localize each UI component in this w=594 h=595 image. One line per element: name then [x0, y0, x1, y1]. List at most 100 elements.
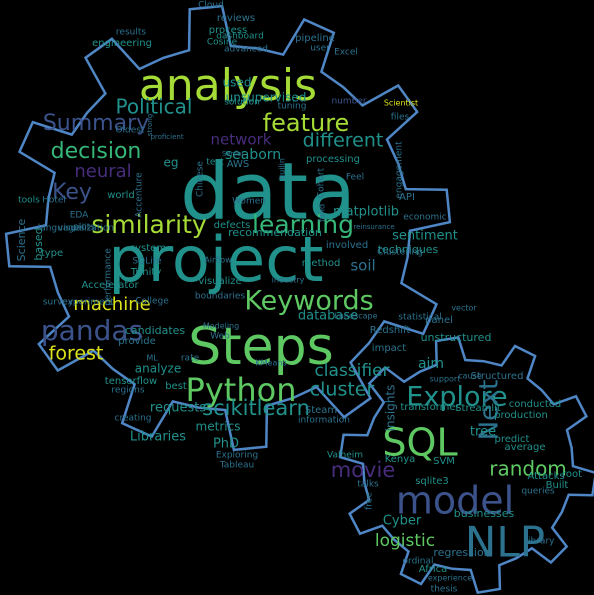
word: user [310, 44, 330, 54]
word: plots [73, 223, 95, 233]
word: system [130, 243, 166, 254]
word: API [399, 192, 415, 203]
gear-outline [4, 4, 594, 595]
word: average [505, 442, 546, 453]
word: ordinal [403, 557, 434, 567]
word: process [209, 25, 247, 36]
word: statistical [398, 313, 441, 323]
word: root [562, 469, 582, 480]
word: movie [331, 458, 396, 482]
word: Built [546, 480, 569, 491]
word: analysis [139, 60, 317, 111]
word: SQLite [132, 257, 162, 267]
word: production [494, 410, 548, 421]
word: Women [232, 197, 266, 207]
word: Steam [305, 405, 337, 416]
word: visualization [58, 224, 114, 234]
word: Structured [471, 371, 524, 382]
word: forest [49, 343, 104, 365]
word: Airflow [204, 256, 232, 265]
word: economic [403, 213, 446, 223]
word: support [430, 375, 461, 384]
word: library [526, 537, 556, 547]
word: seaborn [225, 147, 281, 163]
word: techniques [378, 243, 439, 256]
word: Libraries [130, 430, 186, 445]
word: Valheim [327, 451, 363, 461]
word: Tableau [219, 461, 255, 471]
word: recommendation [228, 226, 322, 239]
word: Feel [346, 173, 364, 183]
word: KMeans [255, 359, 286, 368]
word: visualize [198, 276, 241, 287]
word: advanced [224, 45, 268, 55]
word: unsupervised [226, 91, 307, 105]
word: requests [150, 401, 206, 416]
word: rate [181, 354, 200, 364]
word: cause [458, 372, 482, 381]
word: reviews [217, 13, 255, 24]
word: ML [146, 354, 158, 363]
word: Cyber [383, 514, 422, 529]
word: Attacks [527, 471, 564, 482]
word: Keywords [244, 286, 373, 317]
word: type [41, 248, 63, 259]
word: tensorflow [105, 376, 157, 387]
word: predict [495, 434, 530, 445]
word: pipeline [295, 33, 335, 44]
word: Web [210, 332, 230, 342]
word: Accelerator [81, 280, 139, 291]
word: tuning [278, 102, 307, 112]
word: queries [521, 487, 555, 497]
word: metrics [196, 420, 241, 434]
word: feature [263, 109, 350, 137]
word: world [107, 190, 135, 201]
word: Key [52, 180, 92, 205]
word: sentiment [392, 229, 458, 244]
word: logistic [375, 531, 435, 551]
word: test [206, 158, 224, 168]
word: free [365, 492, 375, 510]
word: Cohort [317, 167, 327, 198]
word: Senior [222, 150, 244, 158]
word: aim [418, 356, 444, 372]
word: engineering [92, 38, 152, 49]
word: strong [146, 114, 154, 136]
word: panel [425, 315, 453, 326]
word: regions [111, 386, 144, 396]
word: EDA [70, 211, 89, 221]
word: model [396, 479, 514, 523]
word: Accenture [135, 172, 145, 218]
word: used [223, 76, 252, 90]
word: involved [326, 240, 368, 251]
word: creating [115, 414, 152, 424]
word: Trinity [130, 267, 162, 278]
word: PhD [213, 437, 239, 452]
word: languages [38, 224, 85, 234]
word: defects [214, 220, 251, 231]
word: SQL [382, 421, 457, 465]
word: proficient [150, 133, 183, 141]
word: AWS [227, 159, 250, 170]
word: boundaries [195, 292, 246, 302]
word: SVM [433, 456, 455, 467]
word: transformer [400, 402, 460, 413]
word: impact [372, 343, 406, 354]
large-gear-outline [4, 4, 452, 452]
word: sqlite3 [415, 476, 449, 487]
word: Hotel [42, 196, 66, 206]
word: businesses [454, 507, 515, 520]
word: Redshift [370, 325, 411, 336]
word: dashboard [216, 32, 264, 42]
word: Kenya [385, 454, 416, 465]
word: Scientist [384, 99, 418, 108]
word: machine [73, 294, 150, 315]
word: scikitlearn [202, 396, 310, 420]
word: number [331, 97, 366, 107]
word: decision [51, 139, 142, 164]
word: performance [104, 248, 114, 306]
word: College [135, 297, 169, 307]
word: tools [18, 196, 40, 206]
word: processing [306, 154, 360, 165]
